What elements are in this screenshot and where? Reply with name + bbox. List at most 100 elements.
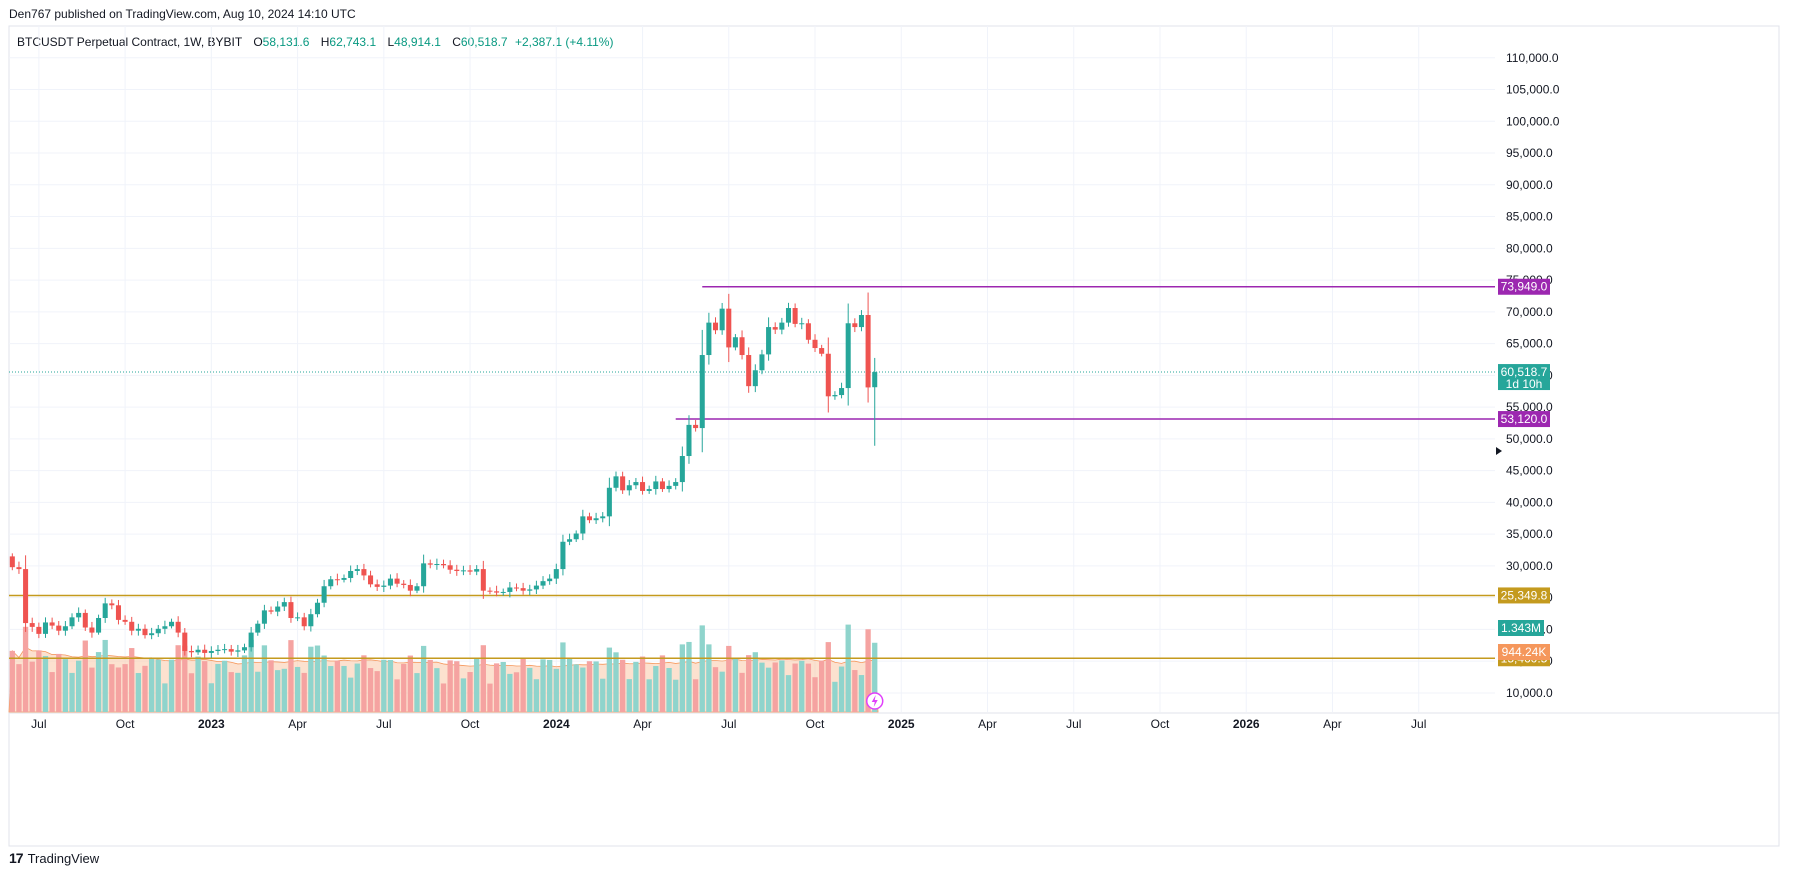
volume-bar [175,645,181,712]
candle-body [175,621,181,633]
y-tick-label: 10,000.0 [1506,686,1553,700]
volume-bar [321,655,327,712]
volume-bar [367,668,374,712]
volume-bar [613,652,619,712]
volume-bar [56,653,62,712]
candle-body [606,487,612,517]
candle-body [441,564,447,566]
volume-bar [666,668,672,712]
volume-bar [255,671,261,712]
candle-body [281,602,287,607]
volume-bar [533,679,540,712]
level-tag [1498,587,1550,604]
candle-body [600,516,606,519]
volume-bar [401,663,407,712]
candle-body [746,355,752,387]
candle-body [732,337,738,348]
candle-body [115,605,121,620]
candle-body [268,610,274,612]
volume-bar [148,658,155,712]
y-tick-label: 70,000.0 [1506,305,1553,319]
volume-bar [440,683,447,712]
candle-body [321,586,327,603]
volume-bar [659,655,666,712]
volume-bar [852,670,858,712]
candle-body [673,482,679,486]
volume-bar [235,672,241,712]
last-price-label: 60,518.7 [1501,365,1548,379]
volume-bar [354,663,360,712]
volume-bar [858,675,865,712]
x-tick-label: Jul [31,717,46,731]
volume-bar [95,652,102,712]
volume-bar [547,659,553,712]
candle-body [401,583,407,585]
candle-body [666,485,672,490]
volume-bar [580,667,586,712]
candle-body [699,355,705,429]
candle-body [414,586,420,591]
candle-body [633,482,639,486]
candle-body [686,424,692,457]
candle-body [301,617,307,627]
candle-body [865,315,871,388]
y-tick-label: 100,000.0 [1506,114,1560,128]
volume-bar [195,656,201,712]
candle-body [188,651,194,653]
candle-body [825,353,831,397]
volume-bar [600,678,606,712]
x-tick-label: Apr [1323,717,1342,731]
volume-bar [673,679,679,712]
volume-bar [9,650,15,712]
level-tag-label: 25,349.8 [1501,588,1548,602]
candle-body [348,570,354,578]
candle-body [308,614,314,627]
candle-body [759,354,765,371]
y-tick-label: 95,000.0 [1506,146,1553,160]
volume-bar [619,659,626,712]
candle-body [368,575,374,585]
candle-body [235,650,241,652]
x-tick-label: Oct [806,717,825,731]
chart-frame [8,25,1780,847]
candle-body [706,322,712,356]
y-tick-label: 85,000.0 [1506,210,1553,224]
candle-body [328,579,334,587]
candle-body [387,578,393,586]
volume-bar [248,639,254,712]
volume-bar [719,671,725,712]
volume-bar [361,655,367,712]
y-tick-label: 50,000.0 [1506,432,1553,446]
candle-body [374,584,380,587]
volume-bar [732,658,739,712]
volume-bar [633,661,639,712]
candle-body [361,569,367,576]
volume-bar [606,647,613,712]
candle-body [109,603,115,606]
volume-bar [566,658,573,712]
volume-bar [182,645,188,712]
candle-body [29,623,35,627]
level-tag [1498,278,1550,295]
level-tag-label: 73,949.0 [1501,280,1548,294]
legend-symbol[interactable]: BTCUSDT Perpetual Contract, 1W, BYBIT [17,35,242,49]
volume-bar [712,667,719,712]
volume-bar [467,672,473,712]
tradingview-logo-icon: 17 [9,850,24,866]
candle-body [573,533,579,540]
candle-body [507,587,513,592]
volume-bar [314,645,321,712]
candle-body [135,628,141,631]
x-tick-label: Oct [1151,717,1170,731]
candle-body [812,339,818,349]
x-tick-label: Jul [1411,717,1426,731]
volume-bar [765,667,772,712]
candle-body [540,581,546,586]
candle-body [447,565,453,570]
volume-bar [460,678,467,712]
candle-body [195,649,201,653]
volume-bar [162,683,168,712]
legend-high-value: 62,743.1 [329,35,377,49]
volume-bar [759,662,765,712]
